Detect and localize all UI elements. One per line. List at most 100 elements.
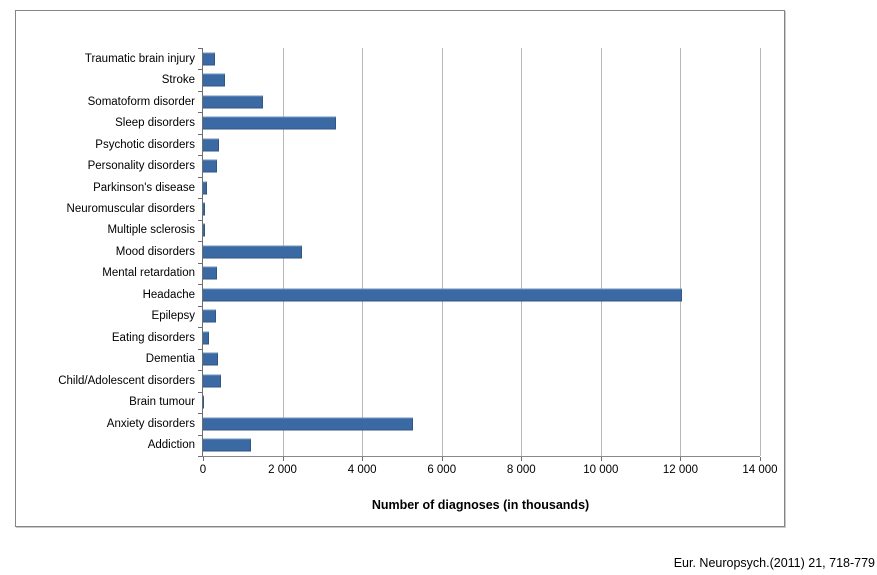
x-axis-tick	[362, 457, 364, 461]
category-label: Child/Adolescent disorders	[58, 374, 195, 387]
y-axis-tick	[198, 90, 202, 92]
bar	[203, 138, 219, 152]
bar-row: Mood disorders	[116, 241, 760, 262]
category-label: Traumatic brain injury	[84, 52, 195, 65]
x-tick-label: 2 000	[268, 464, 297, 476]
bar	[203, 417, 414, 431]
y-axis-tick	[198, 262, 202, 264]
y-axis-tick	[198, 48, 202, 49]
bar	[203, 288, 683, 302]
y-axis-tick	[198, 241, 202, 243]
y-axis-tick	[198, 327, 202, 329]
bar-row: Dementia	[146, 349, 760, 370]
y-axis-tick	[198, 413, 202, 415]
bar-row: Epilepsy	[152, 306, 760, 327]
bar-row: Addiction	[148, 434, 760, 455]
bar	[203, 159, 218, 173]
category-label: Neuromuscular disorders	[66, 203, 195, 216]
category-label: Somatoform disorder	[87, 95, 195, 108]
x-tick-label: 10 000	[583, 464, 619, 476]
category-label: Dementia	[145, 353, 195, 366]
x-tick-label: 12 000	[662, 464, 699, 476]
category-label: Personality disorders	[87, 160, 195, 173]
bar-row: Brain tumour	[129, 392, 760, 413]
y-axis-tick	[198, 348, 202, 350]
gridline	[680, 48, 682, 456]
gridline	[600, 48, 602, 456]
bar-row: Headache	[143, 284, 760, 305]
bar-row: Psychotic disorders	[95, 134, 760, 155]
bar	[203, 202, 205, 216]
x-tick-label: 14 000	[742, 464, 778, 476]
bar	[203, 73, 225, 87]
gridline	[521, 48, 523, 456]
bar-row: Sleep disorders	[115, 112, 760, 133]
bar-row: Mental retardation	[102, 263, 760, 284]
gridline	[760, 48, 761, 456]
y-axis-tick	[198, 133, 202, 135]
x-axis-tick	[203, 457, 204, 461]
plot-area: Traumatic brain injury Stroke Somatoform d…	[58, 48, 778, 476]
gridline	[441, 48, 443, 456]
gridline	[362, 48, 364, 456]
y-axis-tick	[198, 434, 202, 436]
y-axis-tick	[198, 198, 202, 200]
category-label: Eating disorders	[111, 331, 195, 344]
bar-row: Traumatic brain injury	[85, 48, 760, 69]
bar-row: Stroke	[162, 69, 760, 90]
category-label: Multiple sclerosis	[107, 224, 195, 237]
bar	[203, 438, 252, 452]
bar	[203, 116, 337, 130]
bar	[203, 266, 217, 280]
bar	[203, 395, 205, 409]
bar	[203, 309, 216, 323]
category-label: Parkinson's disease	[93, 181, 195, 194]
chart-figure: Traumatic brain injury Stroke Somatoform d…	[15, 10, 785, 527]
bar	[203, 245, 303, 259]
y-axis-tick	[198, 69, 202, 71]
x-axis-tick	[282, 457, 284, 461]
x-axis-tick	[521, 457, 523, 461]
y-axis-tick	[198, 391, 202, 393]
x-tick-label: 0	[199, 464, 207, 476]
x-tick-label: 6 000	[427, 464, 457, 476]
bar-row: Parkinson's disease	[93, 177, 760, 198]
bar	[203, 223, 206, 237]
x-axis-tick	[680, 457, 682, 461]
bar-row: Personality disorders	[88, 155, 760, 176]
category-label: Mood disorders	[115, 245, 195, 258]
y-axis-tick	[198, 284, 202, 286]
y-axis-tick	[198, 305, 202, 307]
bar-row: Neuromuscular disorders	[67, 198, 760, 219]
y-axis-tick	[198, 112, 202, 114]
category-label: Stroke	[161, 74, 195, 87]
category-label: Psychotic disorders	[95, 138, 195, 151]
citation-text: Eur. Neuropsych.(2011) 21, 718-779	[673, 556, 875, 570]
category-label: Headache	[142, 288, 195, 301]
x-axis-tick	[441, 457, 443, 461]
category-label: Epilepsy	[151, 310, 195, 323]
y-axis-tick	[198, 370, 202, 372]
x-tick-label: 8 000	[506, 464, 536, 476]
bar	[203, 181, 207, 195]
bar	[203, 352, 219, 366]
category-label: Addiction	[147, 439, 195, 452]
bar	[203, 331, 209, 345]
bar-row: Somatoform disorder	[88, 91, 760, 112]
x-axis-title: Number of diagnoses (in thousands)	[371, 498, 590, 512]
bar	[203, 95, 263, 109]
y-axis-tick	[198, 176, 202, 178]
category-label: Sleep disorders	[115, 117, 195, 130]
category-label: Mental retardation	[102, 267, 195, 280]
category-label: Anxiety disorders	[106, 417, 195, 430]
y-axis-tick	[198, 456, 202, 457]
bar-row: Eating disorders	[112, 327, 760, 348]
y-axis-tick	[198, 219, 202, 221]
x-axis-tick	[600, 457, 602, 461]
bar	[203, 52, 215, 66]
x-tick-label: 4 000	[347, 464, 377, 476]
bar-row: Multiple sclerosis	[107, 220, 760, 241]
bar-rows: Traumatic brain injury Stroke Somatoform d…	[58, 48, 760, 456]
bar-row: Child/Adolescent disorders	[58, 370, 760, 391]
